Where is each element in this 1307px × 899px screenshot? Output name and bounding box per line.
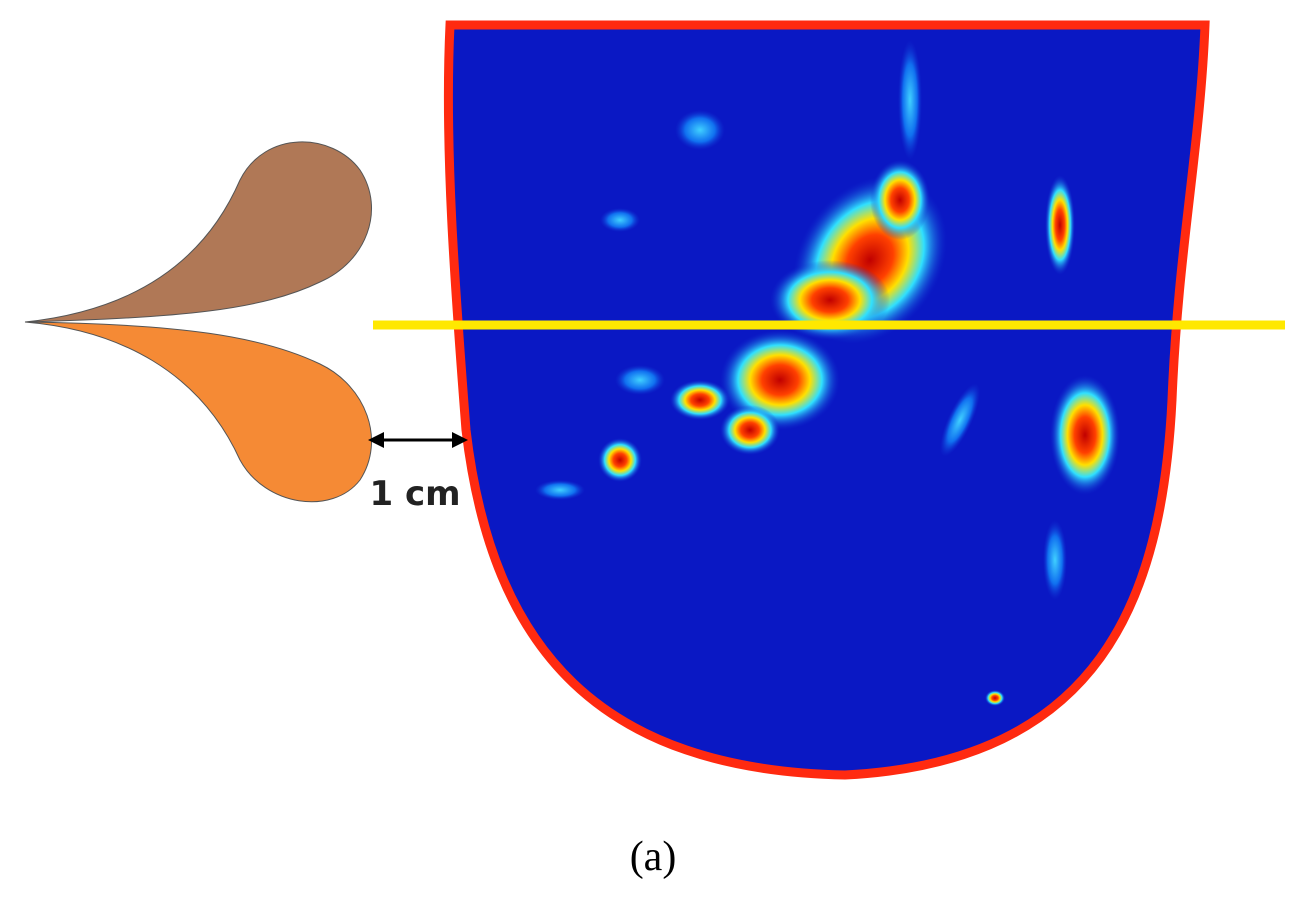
- panel-label: (a): [630, 834, 677, 880]
- lower-shape: [24, 321, 373, 503]
- heat-spots: [535, 40, 1120, 706]
- scale-arrow: [368, 432, 468, 448]
- scale-label: 1 cm: [369, 474, 460, 514]
- upper-shape: [24, 141, 373, 323]
